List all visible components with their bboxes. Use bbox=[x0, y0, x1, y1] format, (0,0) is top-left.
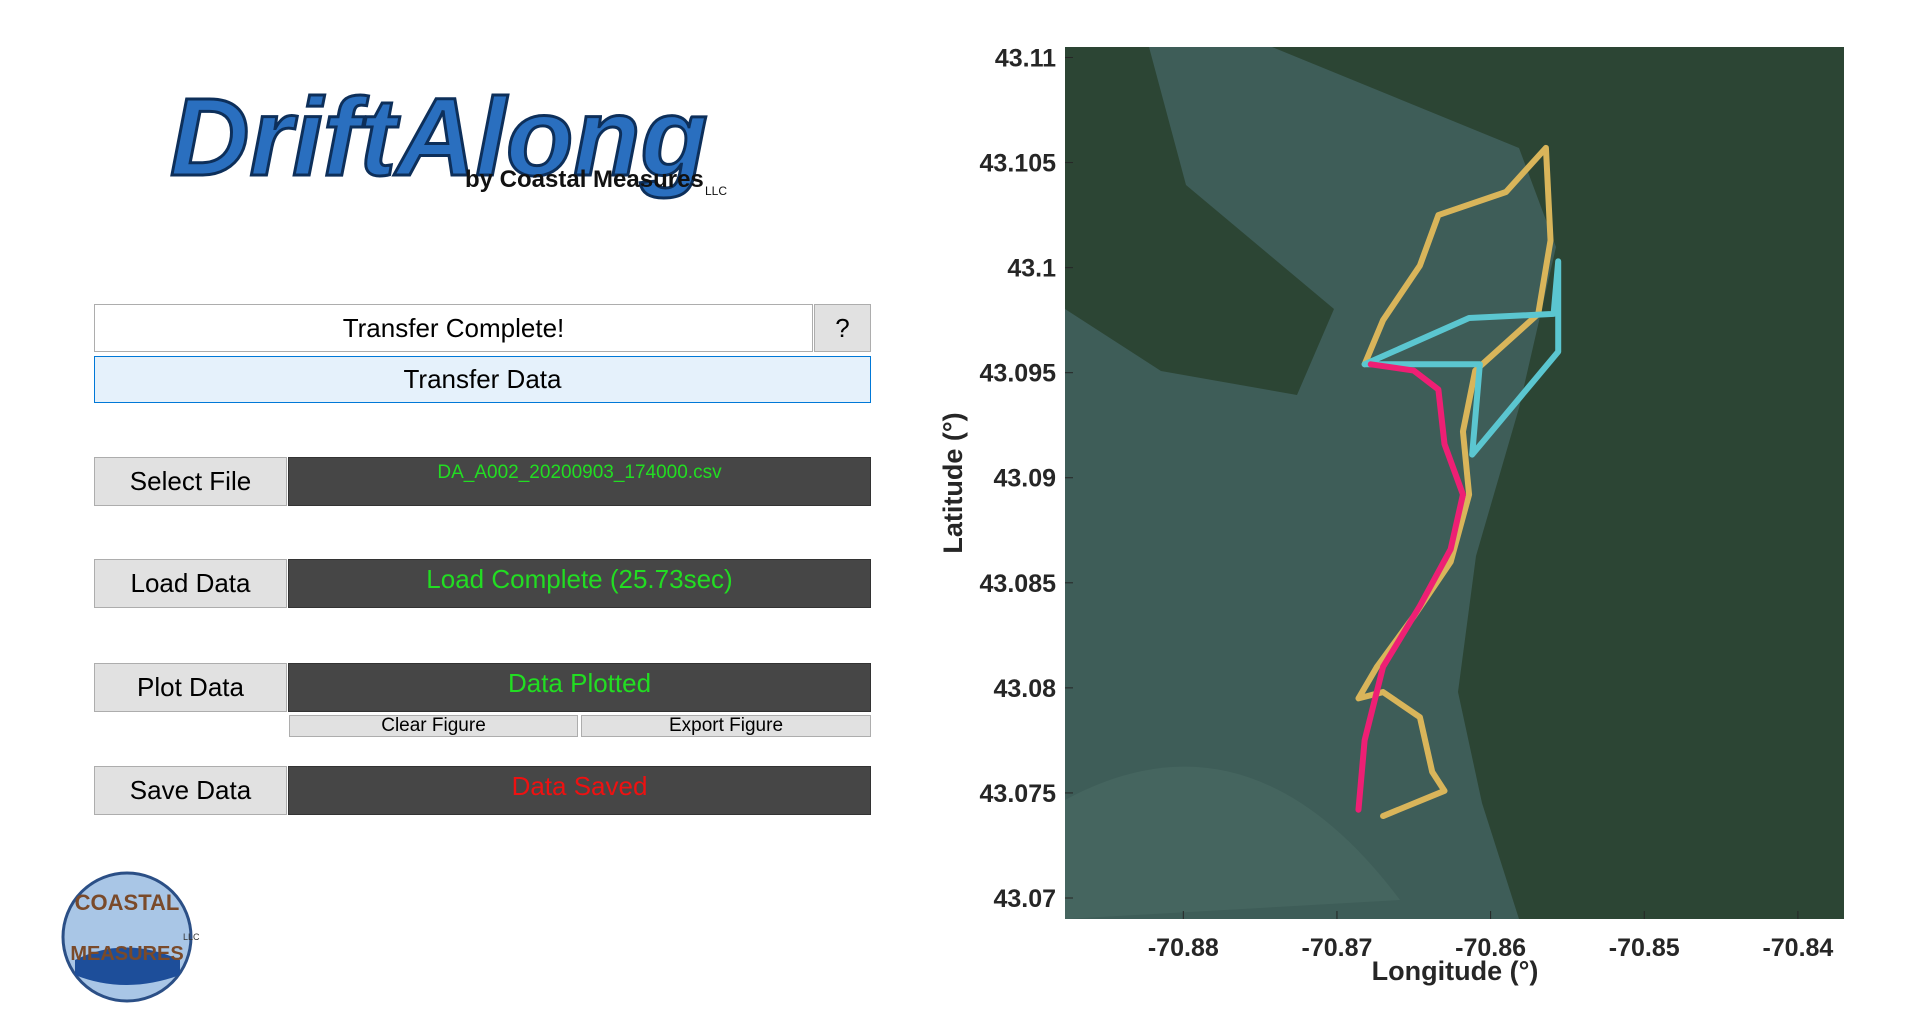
track-line bbox=[1355, 144, 1554, 820]
x-tick-label: -70.85 bbox=[1609, 934, 1680, 962]
map-land bbox=[1065, 47, 1844, 919]
map-water bbox=[1065, 47, 1556, 919]
y-tick-label: 43.1 bbox=[1007, 255, 1056, 283]
row-button[interactable]: Save Data bbox=[94, 766, 287, 815]
y-tick-label: 43.075 bbox=[980, 780, 1057, 808]
row-button[interactable]: Load Data bbox=[94, 559, 287, 608]
badge-bottom: MEASURES bbox=[70, 943, 183, 965]
transfer-button[interactable]: Transfer Data bbox=[94, 356, 871, 403]
y-tick-label: 43.08 bbox=[993, 675, 1056, 703]
x-tick-label: -70.86 bbox=[1455, 934, 1526, 962]
badge: COASTAL MEASURES LLC bbox=[61, 871, 200, 1003]
export-button[interactable]: Export Figure bbox=[581, 715, 871, 737]
x-tick-label: -70.88 bbox=[1148, 934, 1219, 962]
x-tick-label: -70.87 bbox=[1302, 934, 1373, 962]
track-line bbox=[1355, 361, 1466, 813]
track-line bbox=[1361, 258, 1562, 458]
badge-wave bbox=[75, 947, 180, 985]
row-status: Data Plotted bbox=[288, 663, 871, 712]
row-status: Load Complete (25.73sec) bbox=[288, 559, 871, 608]
x-axis-label: Longitude (°) bbox=[1372, 956, 1539, 986]
y-tick-label: 43.105 bbox=[980, 150, 1057, 178]
clear-button[interactable]: Clear Figure bbox=[289, 715, 578, 737]
badge-top: COASTAL bbox=[75, 890, 180, 915]
row-status: DA_A002_20200903_174000.csv bbox=[288, 457, 871, 506]
y-tick-label: 43.085 bbox=[980, 570, 1057, 598]
y-tick-label: 43.07 bbox=[993, 885, 1056, 913]
row-status: Data Saved bbox=[288, 766, 871, 815]
row-button[interactable]: Select File bbox=[94, 457, 287, 506]
logo-byline: by Coastal Measures bbox=[465, 166, 704, 193]
help-button[interactable]: ? bbox=[814, 304, 871, 352]
status-box: Transfer Complete! bbox=[94, 304, 813, 352]
row-button[interactable]: Plot Data bbox=[94, 663, 287, 712]
y-tick-label: 43.09 bbox=[993, 465, 1056, 493]
x-tick-label: -70.84 bbox=[1762, 934, 1833, 962]
logo-title: DriftAlong bbox=[170, 76, 708, 199]
y-tick-label: 43.095 bbox=[980, 360, 1057, 388]
badge-suffix: LLC bbox=[183, 932, 200, 942]
logo-suffix: LLC bbox=[705, 184, 727, 198]
y-axis-label: Latitude (°) bbox=[938, 412, 968, 553]
y-tick-label: 43.11 bbox=[995, 45, 1056, 73]
map-shallows bbox=[1065, 766, 1400, 919]
logo: DriftAlong by Coastal Measures LLC bbox=[169, 75, 728, 201]
